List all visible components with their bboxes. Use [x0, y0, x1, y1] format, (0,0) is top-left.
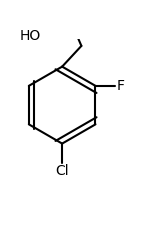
Text: Cl: Cl — [55, 164, 69, 178]
Text: F: F — [116, 79, 124, 93]
Text: HO: HO — [19, 29, 41, 43]
